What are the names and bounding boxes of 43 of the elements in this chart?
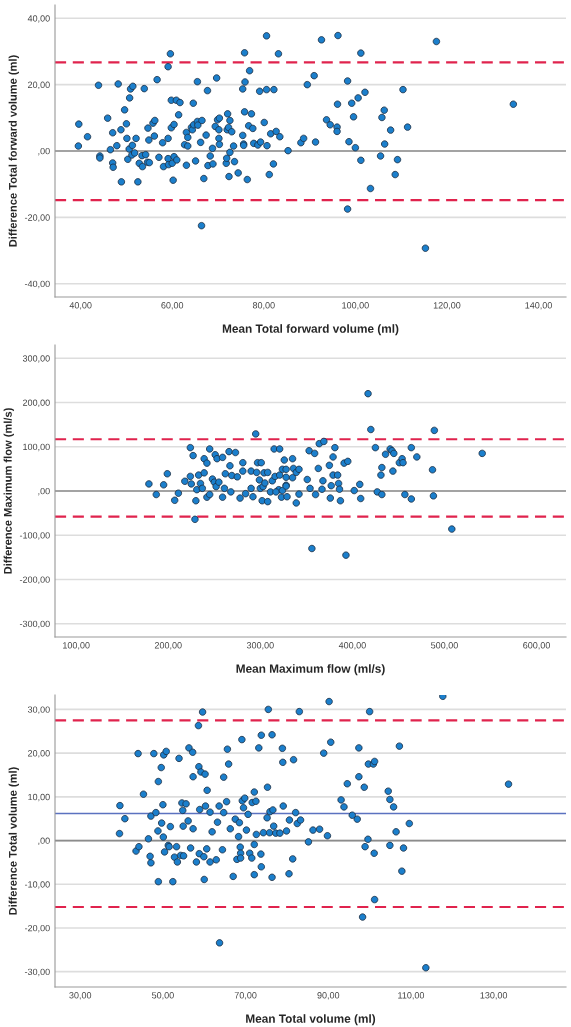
x-tick-label: 40,00: [69, 302, 92, 310]
x-tick-label: 100,00: [63, 642, 90, 650]
x-tick-label: 300,00: [246, 642, 274, 650]
x-tick-label: 400,00: [338, 642, 366, 650]
y-tick-label: 20,00: [28, 750, 50, 758]
y-tick-label: -30,00: [24, 968, 50, 977]
y-tick-label: -200,00: [19, 576, 50, 584]
x-axis-title: Mean Total volume (ml): [246, 1014, 376, 1026]
x-tick-label: 110,00: [398, 992, 425, 1000]
y-tick-label: 30,00: [27, 706, 50, 714]
x-tick-label: 500,00: [431, 642, 458, 650]
x-tick-label: 70,00: [234, 992, 257, 1000]
y-tick-label: 100,00: [23, 443, 50, 452]
y-tick-label: -100,00: [19, 532, 50, 540]
x-tick-label: 30,00: [69, 992, 92, 1000]
x-tick-label: 50,00: [151, 992, 174, 1000]
x-tick-label: 60,00: [161, 302, 184, 310]
y-tick-label: 20,00: [28, 81, 50, 90]
x-tick-label: 200,00: [154, 642, 182, 650]
x-tick-label: 80,00: [252, 302, 275, 310]
y-axis-title: Difference Maximum flow (ml/s): [3, 408, 14, 574]
x-tick-label: 100,00: [342, 302, 369, 310]
y-tick-label: -10,00: [24, 881, 50, 889]
x-axis-title: Mean Total forward volume (ml): [222, 324, 399, 336]
y-tick-label: ,00: [38, 487, 50, 496]
x-axis-title: Mean Maximum flow (ml/s): [236, 664, 385, 676]
x-tick-label: 140,00: [525, 302, 552, 310]
y-axis-title: Difference Total forward volume (ml): [8, 55, 19, 247]
x-tick-label: 120,00: [433, 302, 461, 310]
x-tick-label: 130,00: [480, 992, 508, 1000]
y-axis-title: Difference Total volume (ml): [8, 767, 19, 915]
y-tick-label: ,00: [38, 147, 50, 156]
y-tick-label: -20,00: [24, 924, 50, 933]
y-tick-label: -300,00: [19, 620, 50, 629]
x-tick-label: 90,00: [317, 992, 340, 1000]
y-tick-label: 200,00: [22, 399, 50, 407]
y-tick-label: -20,00: [24, 214, 50, 222]
y-tick-label: -40,00: [24, 280, 50, 289]
y-tick-label: 300,00: [22, 355, 50, 363]
y-tick-label: 40,00: [27, 15, 50, 23]
y-tick-label: ,00: [38, 837, 50, 845]
x-tick-label: 600,00: [523, 642, 550, 650]
y-tick-label: 10,00: [28, 793, 50, 802]
